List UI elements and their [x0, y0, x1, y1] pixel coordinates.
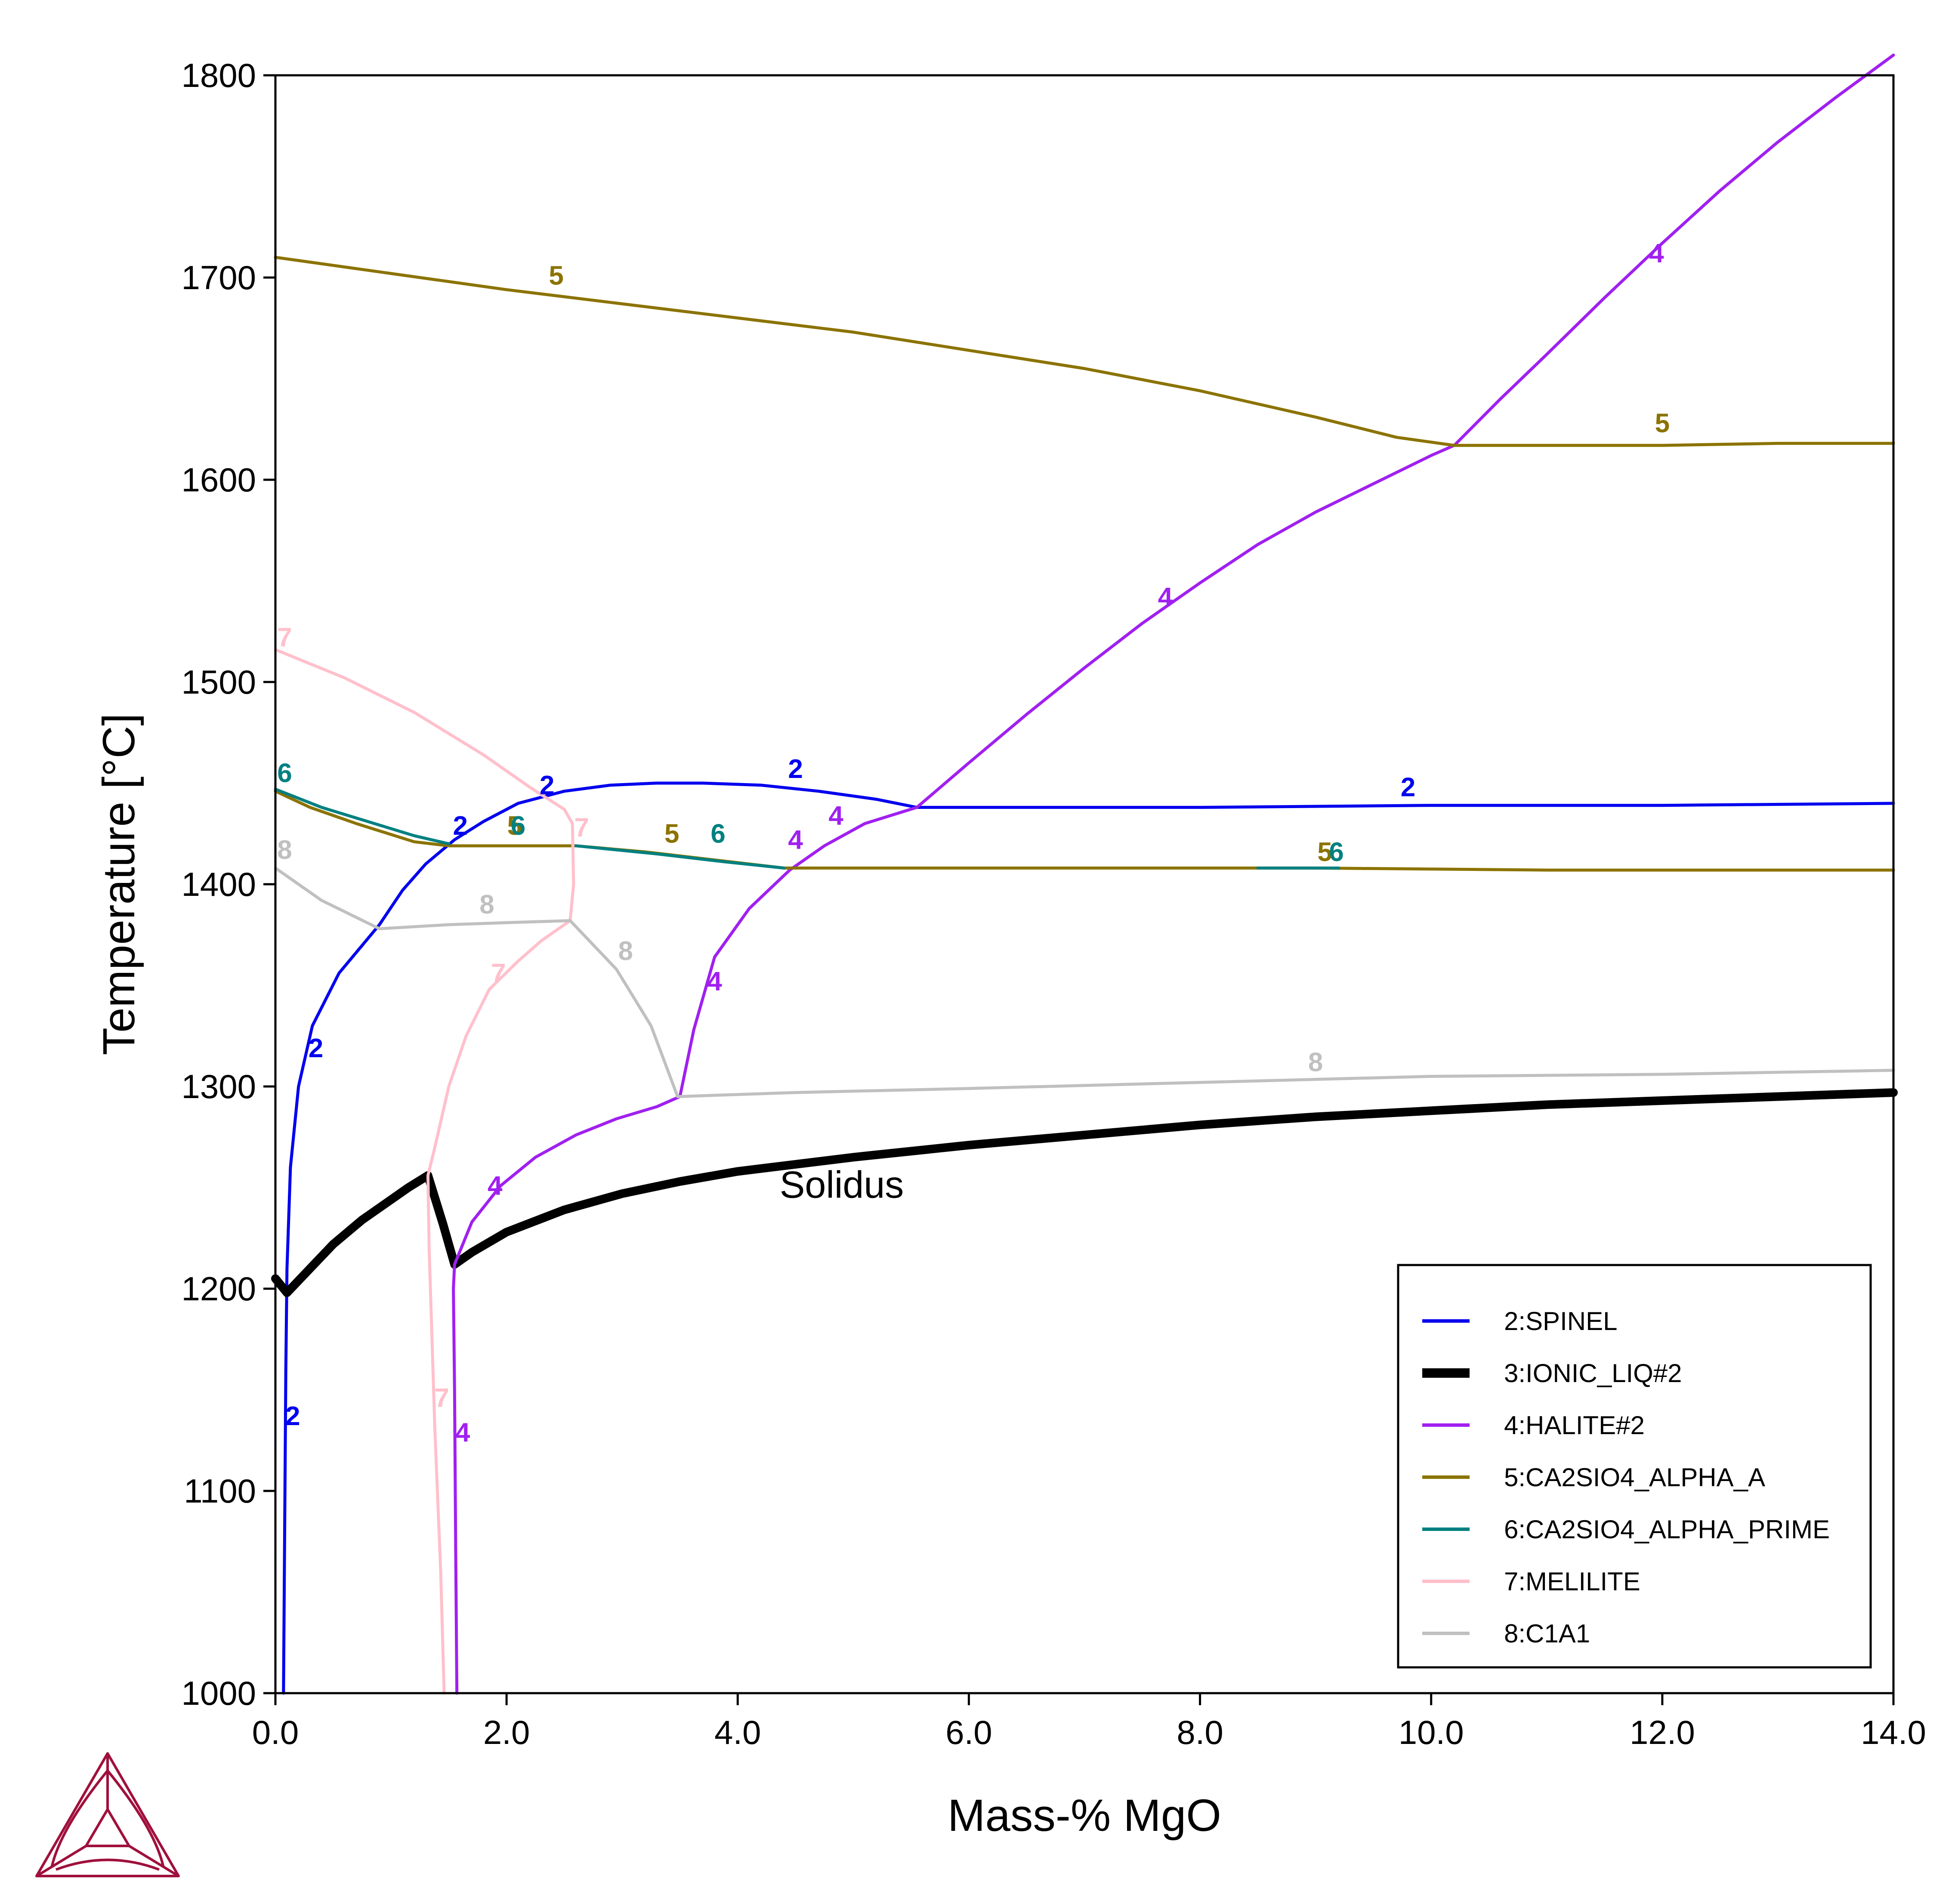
x-tick-label: 0.0 — [252, 1713, 299, 1751]
legend-label-8-c1a1: 8:C1A1 — [1504, 1619, 1590, 1648]
series-label-4-halite-2: 4 — [455, 1418, 470, 1447]
x-tick-label: 14.0 — [1861, 1713, 1926, 1751]
logo-curve — [106, 1770, 165, 1868]
series-label-7-melilite: 7 — [574, 813, 589, 842]
logo-outer-triangle — [35, 1752, 180, 1877]
series-line-8-c1a1 — [274, 866, 1895, 1098]
x-tick-label: 2.0 — [483, 1713, 530, 1751]
series-label-5-ca2sio4-alpha-a: 5 — [507, 811, 522, 841]
logo-line — [36, 1845, 87, 1877]
series-line-2-spinel — [282, 781, 1895, 1695]
series-line-5-ca2sio4-alpha-a — [274, 256, 1895, 447]
logo-inner-triangle — [85, 1808, 130, 1847]
series-label-6-ca2sio4-alpha-prime: 6 — [710, 819, 725, 849]
series-label-7-melilite: 7 — [277, 623, 292, 653]
x-tick-label: 4.0 — [714, 1713, 761, 1751]
x-axis: 0.0 2.0 4.0 6.0 8.0 10.0 12.0 14.0 — [252, 1693, 1926, 1751]
series-label-6-ca2sio4-alpha-prime: 6 — [511, 811, 525, 841]
legend-label-6-ca2sio4-alpha-prime: 6:CA2SIO4_ALPHA_PRIME — [1504, 1515, 1830, 1544]
series-label-2-spinel: 2 — [453, 811, 467, 841]
x-tick-label: 12.0 — [1630, 1713, 1695, 1751]
series-label-6-ca2sio4-alpha-prime: 6 — [277, 759, 292, 788]
x-tick-label: 10.0 — [1399, 1713, 1464, 1751]
logo-icon — [35, 1752, 180, 1877]
series-label-5-ca2sio4-alpha-a: 5 — [549, 261, 563, 290]
series-label-4-halite-2: 4 — [1649, 239, 1664, 268]
series-line-7-melilite — [274, 648, 575, 1695]
x-tick-label: 8.0 — [1177, 1713, 1223, 1751]
plot-lines — [271, 53, 1898, 1695]
logo-curve — [50, 1770, 109, 1868]
legend-label-5-ca2sio4-alpha-a: 5:CA2SIO4_ALPHA_A — [1504, 1463, 1765, 1492]
y-tick-label: 1000 — [181, 1674, 256, 1712]
series-label-8-c1a1: 8 — [479, 890, 494, 920]
series-label-7-melilite: 7 — [434, 1383, 449, 1413]
series-label-4-halite-2: 4 — [707, 967, 722, 997]
legend: 2:SPINEL 3:IONIC_LIQ#2 4:HALITE#2 5:CA2SIO4… — [1397, 1264, 1872, 1669]
logo-curve — [55, 1858, 160, 1871]
legend-label-2-spinel: 2:SPINEL — [1504, 1307, 1617, 1336]
series-label-4-halite-2: 4 — [488, 1171, 503, 1200]
y-tick-label: 1100 — [184, 1472, 256, 1510]
y-tick-label: 1400 — [181, 865, 256, 903]
series-label-2-spinel: 2 — [285, 1401, 300, 1431]
legend-label-4-halite-2: 4:HALITE#2 — [1504, 1411, 1645, 1440]
annotations: Solidus — [780, 1163, 904, 1206]
y-axis-label: Temperature [°C] — [94, 713, 144, 1055]
series-label-2-spinel: 2 — [1401, 772, 1415, 802]
series-label-6-ca2sio4-alpha-prime: 6 — [1329, 837, 1343, 867]
legend-label-7-melilite: 7:MELILITE — [1504, 1567, 1640, 1596]
legend-label-3-ionic-liq-2: 3:IONIC_LIQ#2 — [1504, 1359, 1682, 1388]
series-label-8-c1a1: 8 — [618, 936, 633, 966]
legend-box — [1397, 1264, 1872, 1669]
series-line-6-ca2sio4-alpha-prime — [574, 844, 786, 870]
series-label-5-ca2sio4-alpha-a: 5 — [1317, 837, 1332, 867]
series-label-4-halite-2: 4 — [828, 801, 843, 830]
series-label-4-halite-2: 4 — [788, 825, 803, 855]
y-tick-label: 1800 — [181, 56, 256, 94]
x-axis-label: Mass-% MgO — [948, 1790, 1221, 1841]
y-tick-label: 1600 — [181, 461, 256, 499]
series-line-3-ionic-liq-2 — [271, 1088, 1898, 1297]
series-label-7-melilite: 7 — [491, 959, 506, 988]
annotation-solidus: Solidus — [780, 1163, 904, 1206]
series-label-8-c1a1: 8 — [277, 835, 292, 865]
series-label-2-spinel: 2 — [788, 754, 803, 784]
y-tick-label: 1500 — [181, 663, 256, 701]
series-label-5-ca2sio4-alpha-a: 5 — [664, 819, 679, 849]
series-label-4-halite-2: 4 — [1158, 583, 1173, 612]
y-tick-label: 1700 — [181, 259, 256, 296]
series-line-4-halite-2 — [452, 53, 1895, 1695]
series-line-6-ca2sio4-alpha-prime — [274, 787, 451, 846]
y-tick-label: 1200 — [181, 1270, 256, 1308]
x-tick-label: 6.0 — [945, 1713, 992, 1751]
y-tick-label: 1300 — [181, 1068, 256, 1105]
series-label-8-c1a1: 8 — [1308, 1048, 1323, 1077]
series-label-2-spinel: 2 — [309, 1034, 323, 1063]
logo-line — [128, 1845, 179, 1877]
series-label-2-spinel: 2 — [540, 771, 554, 800]
y-axis: 1000 1100 1200 1300 1400 1500 1600 1700 1800 — [181, 56, 275, 1712]
series-label-5-ca2sio4-alpha-a: 5 — [1655, 408, 1670, 438]
